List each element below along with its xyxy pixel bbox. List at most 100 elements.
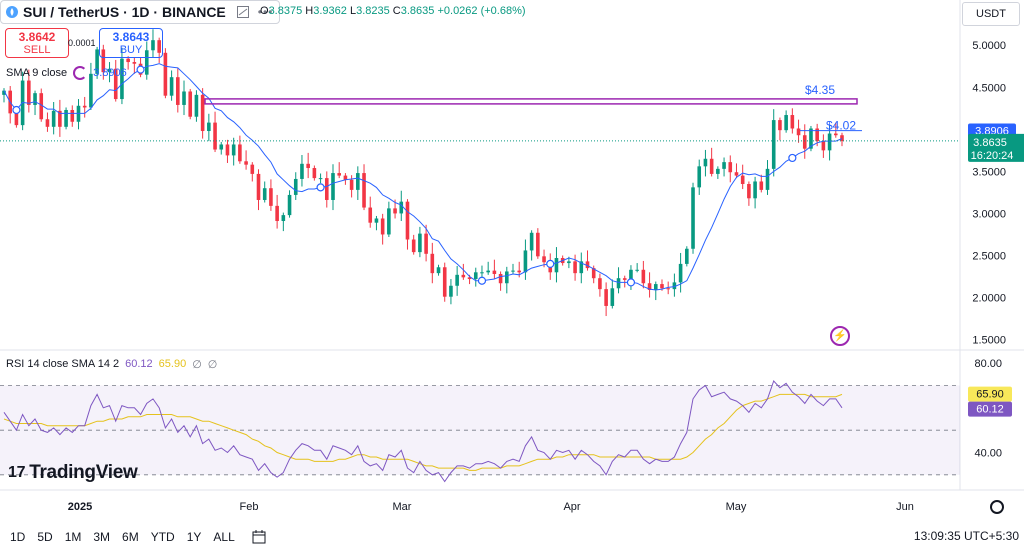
rsi-line xyxy=(3,380,843,483)
rsi-legend[interactable]: RSI 14 close SMA 14 2 60.12 65.90 ∅ ∅ xyxy=(6,358,217,371)
rsi-sma-line xyxy=(3,393,843,471)
eye-off-icon[interactable] xyxy=(236,5,250,19)
candle-body xyxy=(697,166,702,188)
level-label-435: $4.35 xyxy=(805,83,835,97)
candle-body xyxy=(685,248,689,264)
candle-body xyxy=(95,49,99,74)
candle-body xyxy=(666,288,670,290)
candle-body xyxy=(250,164,255,174)
rsi-sma-tag xyxy=(968,386,1012,402)
range-1m[interactable]: 1M xyxy=(64,529,82,544)
candle-body xyxy=(616,278,621,289)
time-tick-label: May xyxy=(726,501,747,513)
candle-body xyxy=(747,184,751,199)
range-3m[interactable]: 3M xyxy=(93,529,111,544)
sma-legend-label: SMA 9 close xyxy=(6,67,68,79)
candle-body xyxy=(505,271,509,284)
candle-body xyxy=(498,273,503,284)
sell-button[interactable]: 3.8642 SELL xyxy=(5,28,69,58)
currency-selector[interactable]: USDT xyxy=(962,2,1020,26)
rsi-tick-label: 80.00 xyxy=(974,358,1002,370)
candle-body xyxy=(511,270,515,272)
candle-body xyxy=(591,268,596,279)
candle-body xyxy=(653,284,658,290)
candle-body xyxy=(635,269,639,271)
time-tick-label: Jun xyxy=(896,501,914,513)
sma-legend[interactable]: SMA 9 close 3.8906 xyxy=(6,66,127,80)
candle-body xyxy=(225,144,230,156)
candle-body xyxy=(716,168,720,174)
candle-body xyxy=(529,232,534,251)
candle-body xyxy=(405,201,410,240)
candle-body xyxy=(765,168,770,190)
candle-body xyxy=(387,208,391,235)
candle-body xyxy=(362,173,366,208)
loading-icon xyxy=(73,66,88,80)
range-buttons: 1D 5D 1M 3M 6M YTD 1Y ALL xyxy=(10,530,235,544)
candle-body xyxy=(784,115,788,131)
tv-logo-icon: 17 xyxy=(8,464,26,481)
candle-body xyxy=(542,256,546,263)
sma-marker xyxy=(136,65,145,74)
price-tick-label: 3.5000 xyxy=(972,166,1006,178)
candle-body xyxy=(120,58,124,100)
candle-body xyxy=(14,113,19,126)
spread-value: 0.0001 xyxy=(68,38,96,48)
candles-layer xyxy=(2,29,844,317)
candle-body xyxy=(740,175,745,184)
candle-body xyxy=(238,144,242,162)
flash-icon[interactable]: ⚡ xyxy=(830,326,850,346)
buy-button[interactable]: 3.8643 BUY xyxy=(99,28,163,58)
candle-body xyxy=(182,91,186,105)
bottom-toolbar: 1D 5D 1M 3M 6M YTD 1Y ALL 13:09:35 UTC+5:30 xyxy=(0,522,1024,551)
candle-body xyxy=(691,187,695,249)
symbol-header[interactable]: SUI / TetherUS · 1D · BINANCE ••• xyxy=(0,0,281,24)
candle-body xyxy=(827,133,832,151)
sma-marker xyxy=(626,278,636,287)
candle-body xyxy=(753,181,757,199)
candle-body xyxy=(709,158,714,174)
sma-marker xyxy=(546,259,555,268)
range-all[interactable]: ALL xyxy=(213,529,235,544)
candle-body xyxy=(647,283,652,290)
candle-body xyxy=(399,201,404,214)
candle-body xyxy=(33,93,37,105)
more-icon[interactable]: ••• xyxy=(257,5,274,19)
candle-body xyxy=(449,285,453,297)
candle-body xyxy=(809,128,813,149)
range-1y[interactable]: 1Y xyxy=(186,529,202,544)
candle-body xyxy=(45,119,50,127)
range-5d[interactable]: 5D xyxy=(37,529,53,544)
settings-icon[interactable] xyxy=(990,500,1004,514)
rsi-legend-label: RSI 14 close SMA 14 2 xyxy=(6,358,120,370)
candle-body xyxy=(89,73,93,108)
candle-body xyxy=(815,128,819,142)
price-tick-label: 2.0000 xyxy=(972,293,1006,305)
countdown-text: 16:20:24 xyxy=(971,150,1014,162)
candle-body xyxy=(343,175,348,180)
sma-legend-value: 3.8906 xyxy=(93,67,127,79)
calendar-icon[interactable] xyxy=(251,529,267,545)
candle-body xyxy=(293,178,298,195)
tradingview-logo[interactable]: 17 TradingView xyxy=(8,462,138,484)
candle-body xyxy=(231,144,236,156)
candle-body xyxy=(39,93,44,120)
range-6m[interactable]: 6M xyxy=(122,529,139,544)
candle-body xyxy=(678,263,683,283)
sma-marker xyxy=(316,183,325,192)
candle-body xyxy=(157,40,161,53)
candle-body xyxy=(337,173,341,176)
candle-body xyxy=(275,205,279,222)
candle-body xyxy=(517,270,522,273)
candle-body xyxy=(778,120,782,131)
candle-body xyxy=(660,284,664,289)
range-1d[interactable]: 1D xyxy=(10,529,26,544)
range-ytd[interactable]: YTD xyxy=(150,529,175,544)
candle-body xyxy=(207,122,211,132)
candle-body xyxy=(759,181,764,190)
candle-body xyxy=(442,267,447,297)
candle-body xyxy=(312,168,317,179)
clock[interactable]: 13:09:35 UTC+5:30 xyxy=(913,529,1019,543)
symbol-title[interactable]: SUI / TetherUS · 1D · BINANCE xyxy=(23,4,226,20)
